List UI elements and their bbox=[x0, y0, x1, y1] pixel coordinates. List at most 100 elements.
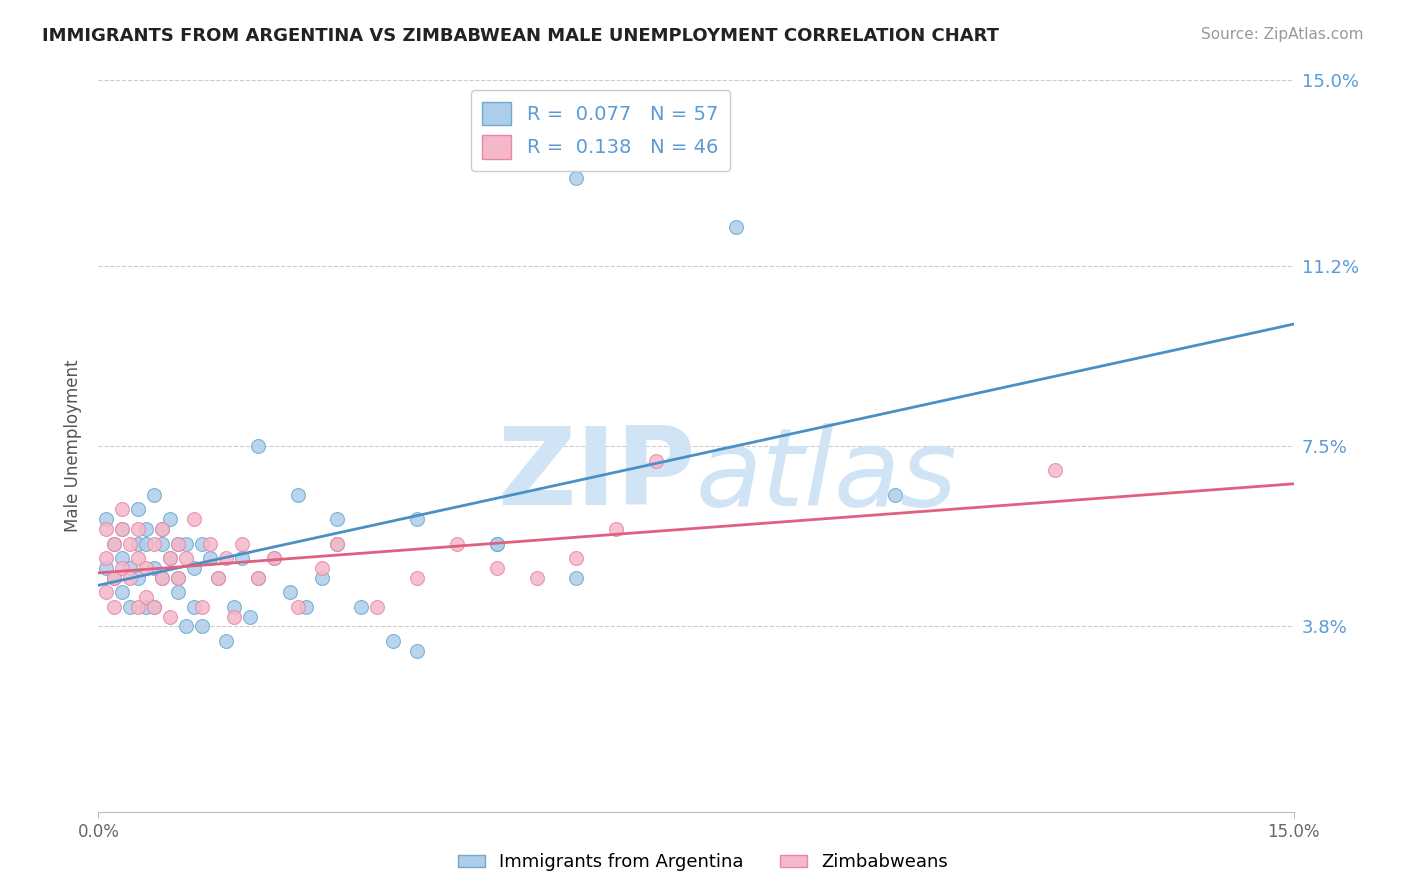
Point bbox=[231, 536, 253, 550]
Point bbox=[207, 571, 229, 585]
Point bbox=[127, 502, 149, 516]
Point bbox=[120, 561, 142, 575]
Point bbox=[287, 599, 309, 614]
Point bbox=[366, 599, 388, 614]
Point bbox=[103, 571, 125, 585]
Point bbox=[127, 536, 149, 550]
Text: atlas: atlas bbox=[696, 423, 957, 528]
Point bbox=[159, 609, 181, 624]
Point bbox=[103, 536, 125, 550]
Point bbox=[174, 551, 197, 566]
Point bbox=[174, 536, 197, 550]
Point bbox=[143, 488, 166, 502]
Text: ZIP: ZIP bbox=[498, 422, 696, 528]
Point bbox=[96, 551, 118, 566]
Point bbox=[143, 599, 166, 614]
Point bbox=[143, 599, 166, 614]
Point bbox=[191, 619, 214, 633]
Point bbox=[135, 599, 157, 614]
Point bbox=[111, 522, 134, 536]
Point bbox=[263, 551, 285, 566]
Point bbox=[159, 512, 181, 526]
Point bbox=[111, 561, 134, 575]
Point bbox=[120, 599, 142, 614]
Point bbox=[127, 551, 149, 566]
Text: Source: ZipAtlas.com: Source: ZipAtlas.com bbox=[1201, 27, 1364, 42]
Point bbox=[326, 512, 349, 526]
Point bbox=[406, 644, 429, 658]
Point bbox=[183, 561, 205, 575]
Point bbox=[167, 585, 190, 599]
Point bbox=[311, 561, 333, 575]
Point bbox=[127, 599, 149, 614]
Point bbox=[485, 536, 508, 550]
Point bbox=[350, 599, 373, 614]
Point bbox=[96, 522, 118, 536]
Point bbox=[143, 536, 166, 550]
Point bbox=[565, 170, 588, 185]
Point bbox=[103, 571, 125, 585]
Point bbox=[406, 512, 429, 526]
Point bbox=[135, 590, 157, 604]
Point bbox=[127, 571, 149, 585]
Point bbox=[111, 585, 134, 599]
Point bbox=[526, 571, 548, 585]
Point bbox=[382, 634, 405, 648]
Point bbox=[127, 522, 149, 536]
Point bbox=[96, 512, 118, 526]
Point bbox=[215, 551, 238, 566]
Point bbox=[120, 536, 142, 550]
Point bbox=[167, 536, 190, 550]
Point bbox=[191, 536, 214, 550]
Point bbox=[143, 561, 166, 575]
Text: IMMIGRANTS FROM ARGENTINA VS ZIMBABWEAN MALE UNEMPLOYMENT CORRELATION CHART: IMMIGRANTS FROM ARGENTINA VS ZIMBABWEAN … bbox=[42, 27, 1000, 45]
Point bbox=[231, 551, 253, 566]
Point bbox=[222, 599, 245, 614]
Point bbox=[485, 536, 508, 550]
Point bbox=[96, 585, 118, 599]
Point bbox=[103, 536, 125, 550]
Point bbox=[167, 571, 190, 585]
Point bbox=[326, 536, 349, 550]
Point bbox=[1043, 463, 1066, 477]
Point bbox=[565, 551, 588, 566]
Point bbox=[239, 609, 262, 624]
Point bbox=[183, 599, 205, 614]
Point bbox=[150, 522, 173, 536]
Point bbox=[263, 551, 285, 566]
Point bbox=[294, 599, 316, 614]
Legend: R =  0.077   N = 57, R =  0.138   N = 46: R = 0.077 N = 57, R = 0.138 N = 46 bbox=[471, 90, 730, 170]
Point bbox=[135, 536, 157, 550]
Point bbox=[159, 551, 181, 566]
Point bbox=[135, 522, 157, 536]
Point bbox=[183, 512, 205, 526]
Point bbox=[150, 571, 173, 585]
Point bbox=[174, 619, 197, 633]
Point bbox=[207, 571, 229, 585]
Point bbox=[150, 536, 173, 550]
Point bbox=[150, 522, 173, 536]
Point bbox=[884, 488, 907, 502]
Point bbox=[159, 551, 181, 566]
Point bbox=[724, 219, 747, 234]
Point bbox=[311, 571, 333, 585]
Point bbox=[135, 561, 157, 575]
Point bbox=[111, 551, 134, 566]
Point bbox=[167, 571, 190, 585]
Legend: Immigrants from Argentina, Zimbabweans: Immigrants from Argentina, Zimbabweans bbox=[450, 847, 956, 879]
Point bbox=[565, 571, 588, 585]
Point bbox=[215, 634, 238, 648]
Point bbox=[246, 571, 269, 585]
Y-axis label: Male Unemployment: Male Unemployment bbox=[63, 359, 82, 533]
Point bbox=[605, 522, 627, 536]
Point bbox=[246, 571, 269, 585]
Point bbox=[246, 439, 269, 453]
Point bbox=[111, 522, 134, 536]
Point bbox=[446, 536, 468, 550]
Point bbox=[287, 488, 309, 502]
Point bbox=[103, 599, 125, 614]
Point bbox=[120, 571, 142, 585]
Point bbox=[191, 599, 214, 614]
Point bbox=[198, 551, 221, 566]
Point bbox=[326, 536, 349, 550]
